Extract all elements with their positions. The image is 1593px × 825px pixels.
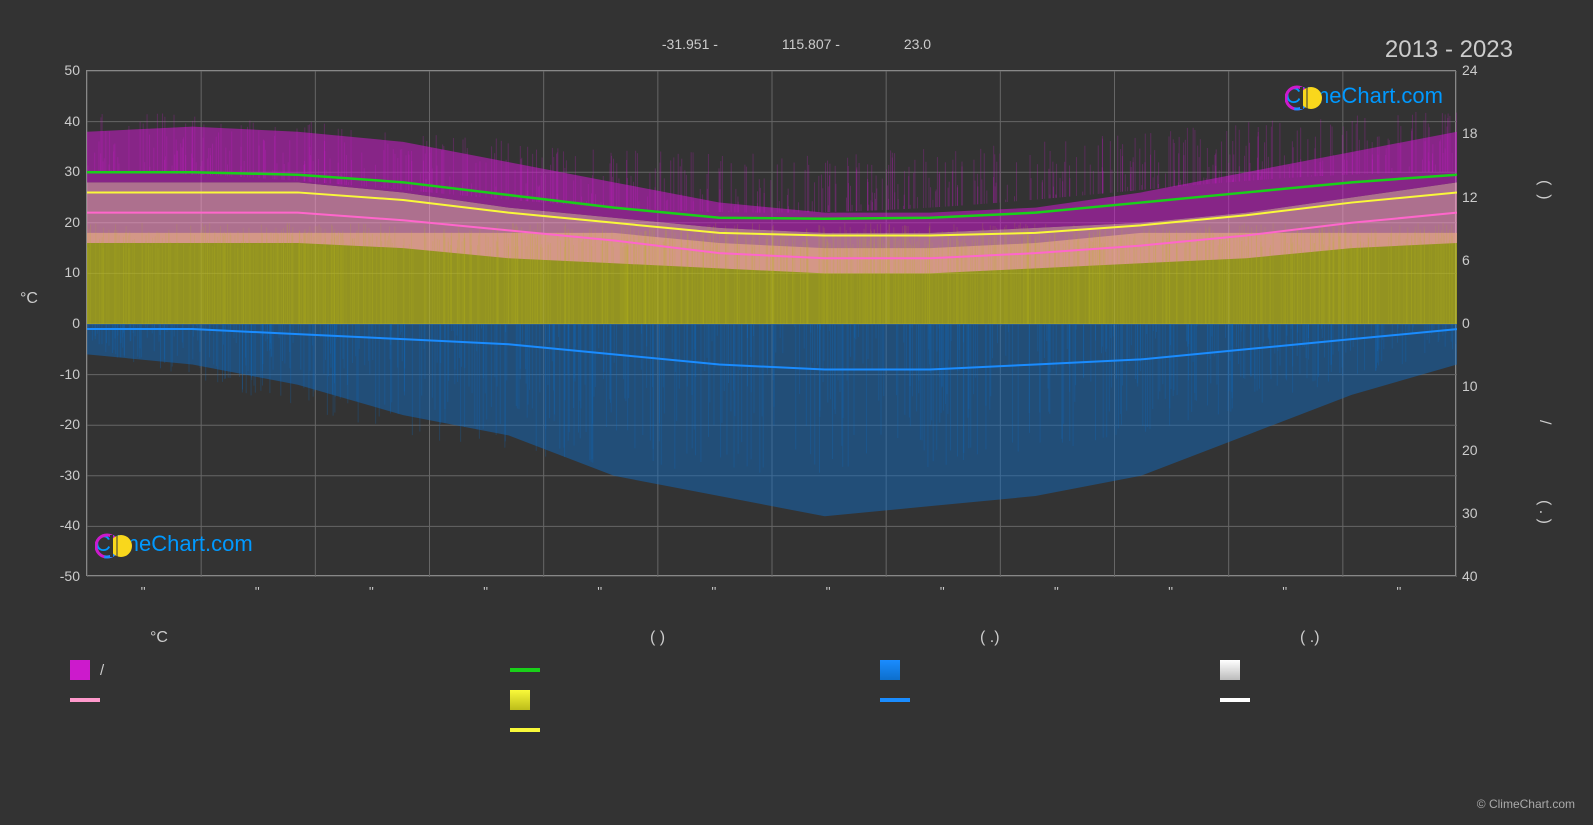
y-left-tick: 40: [34, 113, 80, 129]
y-right-ticks: 2418126010203040: [1458, 70, 1508, 576]
chart-svg: [87, 71, 1457, 577]
x-month-mark: '': [1396, 584, 1401, 599]
legend-hdr-1: °C: [70, 629, 510, 651]
y-right-paren-mid: /: [1535, 420, 1553, 424]
x-month-mark: '': [141, 584, 146, 599]
y-left-tick: -50: [34, 568, 80, 584]
x-month-mark: '': [597, 584, 602, 599]
legend-item: [1220, 660, 1520, 680]
y-left-ticks: 50403020100-10-20-30-40-50: [34, 70, 84, 576]
y-right-tick: 24: [1462, 62, 1508, 78]
y-right-tick: 10: [1462, 378, 1508, 394]
copyright: © ClimeChart.com: [1477, 797, 1575, 811]
legend-item: [510, 668, 880, 672]
year-range: 2013 - 2023: [1385, 36, 1513, 64]
y-left-tick: -40: [34, 517, 80, 533]
x-month-mark: '': [711, 584, 716, 599]
legend-item: [70, 698, 510, 702]
elev-label: 23.0: [904, 36, 931, 52]
y-right-tick: 20: [1462, 442, 1508, 458]
y-right-tick: 6: [1462, 252, 1508, 268]
legend-label: /: [100, 662, 104, 679]
y-right-paren-top: ( ): [1535, 180, 1553, 200]
legend-item: [510, 690, 880, 710]
logo-icon: [1285, 83, 1325, 113]
y-left-tick: 50: [34, 62, 80, 78]
x-month-mark: '': [940, 584, 945, 599]
y-left-tick: 30: [34, 163, 80, 179]
watermark-top: ClimeChart.com: [1285, 83, 1443, 109]
x-month-mark: '': [826, 584, 831, 599]
x-month-mark: '': [1168, 584, 1173, 599]
legend-item: [880, 660, 1220, 680]
watermark-bottom: ClimeChart.com: [95, 531, 253, 557]
x-month-mark: '': [1282, 584, 1287, 599]
y-left-tick: 0: [34, 315, 80, 331]
x-month-mark: '': [1054, 584, 1059, 599]
x-month-mark: '': [255, 584, 260, 599]
y-left-tick: -10: [34, 366, 80, 382]
y-right-tick: 0: [1462, 315, 1508, 331]
chart-area: ClimeChart.com ClimeChart.com: [86, 70, 1456, 576]
legend-item: [880, 698, 1220, 702]
lat-label: -31.951 -: [662, 36, 718, 52]
lon-label: 115.807 -: [782, 36, 840, 52]
legend-item: [510, 728, 880, 732]
header-meta: -31.951 - 115.807 - 23.0: [0, 36, 1593, 52]
y-left-tick: -20: [34, 416, 80, 432]
y-right-tick: 40: [1462, 568, 1508, 584]
y-right-paren-bot: ( . ): [1535, 500, 1553, 524]
x-axis: '' '' '' '' '' '' '' '' '' '' '' '': [86, 576, 1456, 606]
y-right-tick: 30: [1462, 505, 1508, 521]
x-month-mark: '': [369, 584, 374, 599]
legend-hdr-2: ( ): [510, 629, 880, 651]
y-left-tick: -30: [34, 467, 80, 483]
y-left-tick: 10: [34, 264, 80, 280]
legend: °C ( ) ( .) ( .) /: [70, 625, 1520, 745]
chart-container: -31.951 - 115.807 - 23.0 2013 - 2023 °C …: [0, 0, 1593, 825]
x-month-mark: '': [483, 584, 488, 599]
legend-item: [1220, 698, 1520, 702]
logo-icon: [95, 531, 135, 561]
y-right-tick: 18: [1462, 125, 1508, 141]
y-left-tick: 20: [34, 214, 80, 230]
legend-item: /: [70, 660, 510, 680]
y-right-tick: 12: [1462, 189, 1508, 205]
legend-hdr-3: ( .): [880, 629, 1220, 651]
legend-hdr-4: ( .): [1220, 629, 1520, 651]
